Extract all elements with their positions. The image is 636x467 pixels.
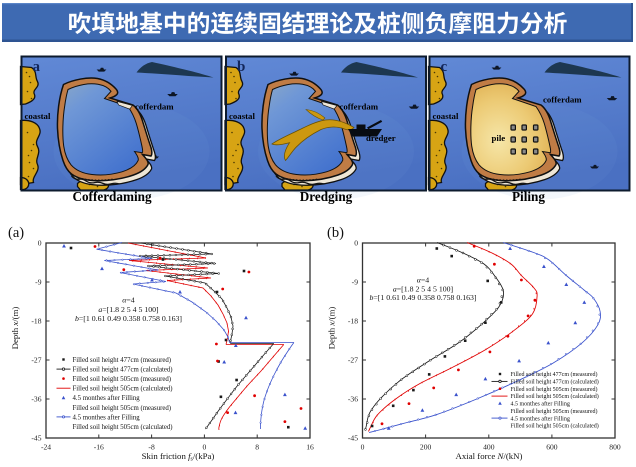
svg-text:600: 600 <box>546 443 558 452</box>
svg-text:c: c <box>441 59 448 75</box>
svg-text:Depth x/(m): Depth x/(m) <box>327 307 337 350</box>
svg-text:-27: -27 <box>348 356 358 365</box>
svg-text:(a): (a) <box>8 225 24 241</box>
svg-text:Dredging: Dredging <box>300 189 353 204</box>
svg-text:Skin friction fs/(kPa): Skin friction fs/(kPa) <box>142 451 215 463</box>
svg-text:Axial force N/(kN): Axial force N/(kN) <box>456 451 523 461</box>
svg-text:cofferdam: cofferdam <box>135 101 174 111</box>
svg-text:-9: -9 <box>352 278 359 287</box>
svg-text:-24: -24 <box>41 443 51 452</box>
svg-text:dredger: dredger <box>366 133 396 143</box>
svg-text:-45: -45 <box>31 434 41 443</box>
svg-text:Filled soil height 477cm (calc: Filled soil height 477cm (calculated) <box>511 379 599 386</box>
svg-text:Filled soil height 505cm (calc: Filled soil height 505cm (calculated) <box>511 393 599 400</box>
svg-text:b=[1 0.61 0.49 0.358 0.758 0.1: b=[1 0.61 0.49 0.358 0.758 0.163] <box>369 293 476 302</box>
svg-text:4.5 monthes after Filling: 4.5 monthes after Filling <box>73 395 141 402</box>
svg-text:Piling: Piling <box>512 189 545 204</box>
svg-text:0: 0 <box>354 239 358 248</box>
svg-text:Filled soil height 477cm (meas: Filled soil height 477cm (measured) <box>73 357 172 364</box>
svg-text:cofferdam: cofferdam <box>543 94 582 104</box>
svg-text:8: 8 <box>255 443 259 452</box>
svg-text:(b): (b) <box>327 225 344 241</box>
svg-text:-16: -16 <box>94 443 104 452</box>
svg-text:-45: -45 <box>348 434 358 443</box>
svg-text:0: 0 <box>38 239 42 248</box>
svg-text:4.5 monthes after Filling: 4.5 monthes after Filling <box>511 415 570 422</box>
svg-text:4.5 monthes after Filling: 4.5 monthes after Filling <box>73 414 141 421</box>
svg-text:Filled soil height 505cm (meas: Filled soil height 505cm (measured) <box>73 376 172 383</box>
svg-text:a=[1.8 2 5 4 5 100]: a=[1.8 2 5 4 5 100] <box>98 305 159 314</box>
svg-text:Filled soil height 505cm (calc: Filled soil height 505cm (calculated) <box>73 386 173 393</box>
svg-text:0: 0 <box>361 443 365 452</box>
svg-text:α=4: α=4 <box>417 276 429 285</box>
svg-text:400: 400 <box>483 443 495 452</box>
svg-text:-36: -36 <box>348 395 358 404</box>
svg-text:0: 0 <box>203 443 207 452</box>
svg-text:Cofferdaming: Cofferdaming <box>72 189 152 204</box>
svg-text:-18: -18 <box>348 317 358 326</box>
svg-text:α=4: α=4 <box>122 296 134 305</box>
svg-text:Depth x/(m): Depth x/(m) <box>10 307 20 350</box>
svg-text:Filled soil height 505cm (calc: Filled soil height 505cm (calculated) <box>73 424 173 431</box>
svg-text:Filled soil height 477cm (meas: Filled soil height 477cm (measured) <box>511 371 598 378</box>
svg-text:-8: -8 <box>148 443 155 452</box>
svg-text:a=[1.8 2 5 4 5 100]: a=[1.8 2 5 4 5 100] <box>393 284 454 293</box>
svg-text:a: a <box>33 59 41 75</box>
svg-text:-9: -9 <box>35 278 42 287</box>
svg-text:coastal: coastal <box>433 111 459 121</box>
svg-text:4.5 monthes after Filling: 4.5 monthes after Filling <box>511 401 570 408</box>
svg-text:Filled soil height 505cm (meas: Filled soil height 505cm (measured) <box>73 405 172 412</box>
svg-text:Filled soil height 505cm (meas: Filled soil height 505cm (measured) <box>511 386 598 393</box>
svg-text:Filled soil height 477cm (calc: Filled soil height 477cm (calculated) <box>73 367 173 374</box>
svg-text:200: 200 <box>420 443 432 452</box>
svg-text:Filled soil height 505cm (meas: Filled soil height 505cm (measured) <box>511 408 598 415</box>
svg-text:coastal: coastal <box>25 111 51 121</box>
svg-text:cofferdam: cofferdam <box>340 101 379 111</box>
svg-text:b=[1 0.61 0.49 0.358 0.758 0.1: b=[1 0.61 0.49 0.358 0.758 0.163] <box>75 314 182 323</box>
svg-text:-27: -27 <box>31 356 41 365</box>
svg-text:-36: -36 <box>31 395 41 404</box>
svg-text:coastal: coastal <box>229 111 255 121</box>
svg-text:16: 16 <box>306 443 314 452</box>
svg-text:b: b <box>237 59 245 75</box>
svg-text:-18: -18 <box>31 317 41 326</box>
svg-text:pile: pile <box>492 133 506 143</box>
svg-text:Filled soil height 505cm (calc: Filled soil height 505cm (calculated) <box>511 423 599 430</box>
svg-text:800: 800 <box>609 443 621 452</box>
